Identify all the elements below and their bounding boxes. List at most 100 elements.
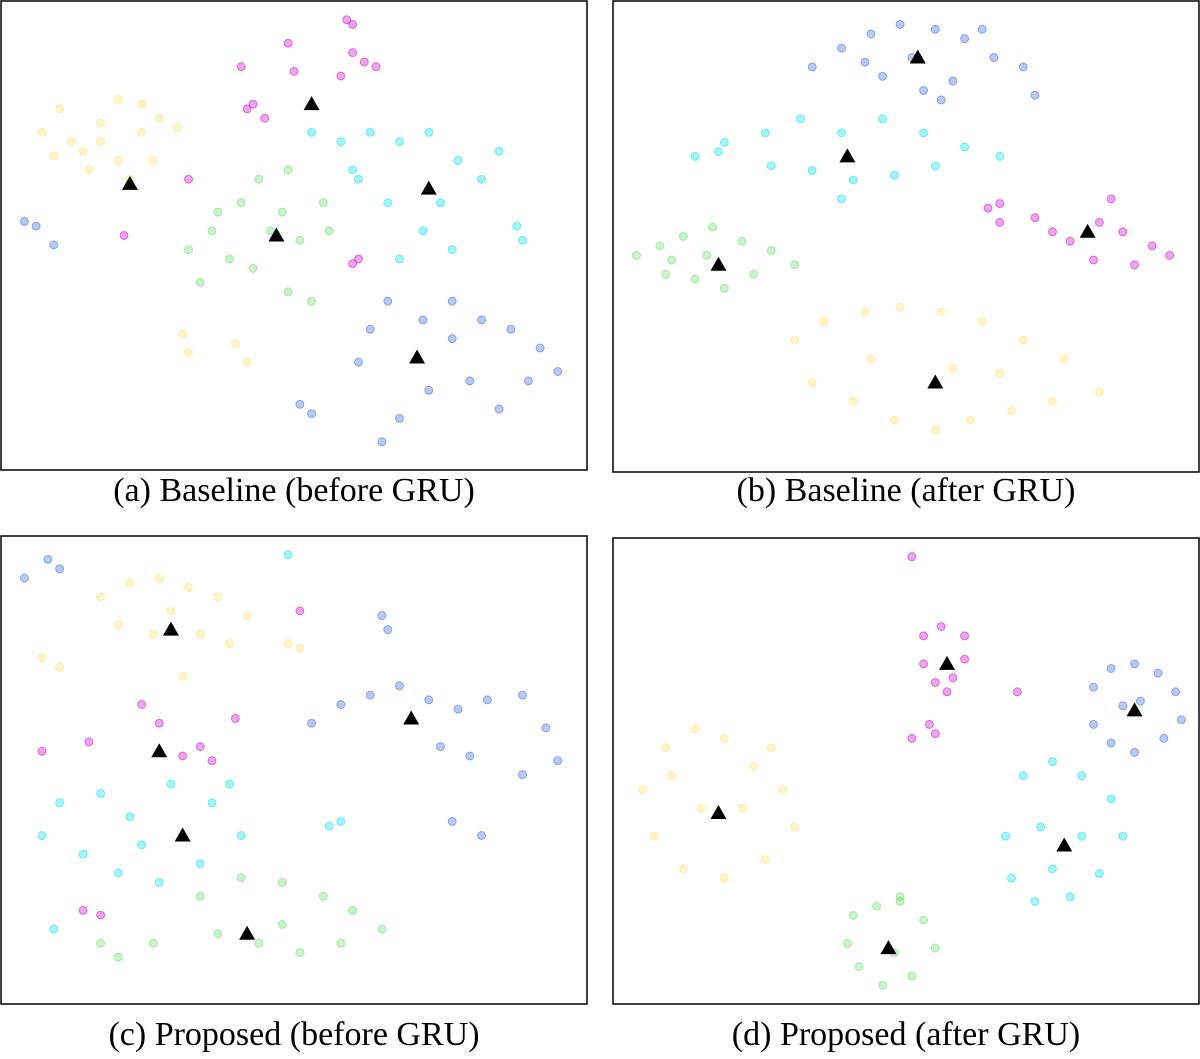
point <box>213 592 223 602</box>
point <box>936 95 946 105</box>
centroid <box>1056 837 1073 852</box>
centroid <box>839 148 856 163</box>
point <box>889 415 899 425</box>
point <box>1147 241 1157 251</box>
point <box>84 737 94 747</box>
point <box>289 66 299 76</box>
point <box>790 335 800 345</box>
point <box>394 137 404 147</box>
point <box>178 671 188 681</box>
point <box>318 198 328 208</box>
point <box>766 161 776 171</box>
point <box>254 174 264 184</box>
point <box>872 901 882 911</box>
point <box>96 137 106 147</box>
point <box>649 831 659 841</box>
point <box>930 677 940 687</box>
point <box>477 174 487 184</box>
point <box>854 962 864 972</box>
point <box>907 552 917 562</box>
point <box>453 704 463 714</box>
point <box>1077 771 1087 781</box>
point <box>989 53 999 63</box>
point <box>365 690 375 700</box>
point <box>690 724 700 734</box>
point <box>1130 747 1140 757</box>
point <box>1065 236 1075 246</box>
point <box>465 751 475 761</box>
point <box>553 756 563 766</box>
point <box>436 198 445 208</box>
point <box>1048 396 1057 406</box>
point <box>113 155 123 165</box>
point <box>184 582 194 592</box>
point <box>995 151 1005 161</box>
point <box>719 733 729 743</box>
point <box>283 38 293 48</box>
centroid <box>710 256 727 271</box>
point <box>477 315 487 325</box>
point <box>807 166 817 176</box>
point <box>348 165 358 175</box>
point <box>113 868 123 878</box>
point <box>465 376 475 386</box>
point <box>31 221 41 231</box>
point <box>225 254 235 264</box>
point <box>225 639 235 649</box>
point <box>1159 733 1169 743</box>
centroid <box>710 804 727 819</box>
point <box>1048 227 1057 237</box>
point <box>837 43 847 53</box>
point <box>1118 701 1128 711</box>
point <box>424 385 434 395</box>
point <box>371 62 381 72</box>
point <box>1001 831 1011 841</box>
point <box>518 235 528 245</box>
point <box>678 232 688 241</box>
point <box>1048 864 1057 874</box>
point <box>113 952 123 962</box>
point <box>960 654 970 664</box>
point <box>84 165 94 175</box>
point <box>394 413 404 423</box>
point <box>1012 687 1022 697</box>
point <box>702 250 712 260</box>
point <box>359 57 369 67</box>
point <box>930 425 940 435</box>
centroid <box>1126 702 1143 717</box>
point <box>819 316 829 326</box>
centroid <box>121 175 138 190</box>
point <box>494 146 504 156</box>
point <box>977 24 987 34</box>
point <box>353 357 363 367</box>
point <box>96 118 106 128</box>
point <box>690 274 700 284</box>
point <box>154 718 164 728</box>
point <box>318 891 328 901</box>
point <box>125 578 135 588</box>
point <box>119 231 129 240</box>
point <box>737 236 747 246</box>
centroid <box>880 940 897 955</box>
point <box>796 114 806 124</box>
point <box>207 756 217 766</box>
centroid <box>239 925 256 940</box>
point <box>336 938 346 948</box>
point <box>895 302 905 312</box>
point <box>365 127 375 137</box>
point <box>424 695 434 705</box>
point <box>866 354 876 364</box>
point <box>541 723 551 733</box>
point <box>172 123 182 133</box>
point <box>248 263 258 273</box>
point <box>1059 354 1069 364</box>
point <box>96 938 106 948</box>
point <box>19 216 29 226</box>
point <box>242 611 252 621</box>
point <box>1106 194 1116 204</box>
point <box>1106 663 1116 673</box>
point <box>254 938 264 948</box>
point <box>394 681 404 691</box>
point <box>766 743 776 753</box>
point <box>324 226 334 236</box>
